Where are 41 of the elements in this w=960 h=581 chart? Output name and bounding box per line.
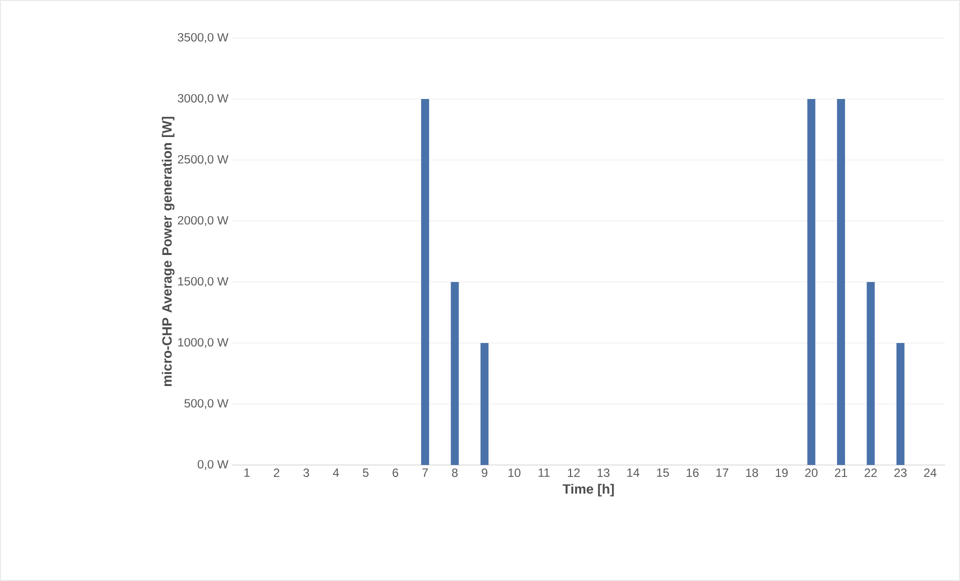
y-tick-label: 1500,0 W: [178, 277, 228, 287]
x-tick-label: 13: [598, 468, 610, 477]
y-axis-title: micro-CHP Average Power generation [W]: [162, 116, 174, 386]
bar: [837, 98, 846, 465]
x-tick-label: 6: [392, 468, 398, 477]
x-tick-label: 23: [894, 468, 907, 477]
x-tick-label: 18: [746, 468, 758, 477]
x-tick-label: 12: [568, 468, 580, 477]
x-tick-label: 7: [422, 468, 428, 477]
x-tick-label: 10: [508, 468, 520, 477]
x-tick-label: 24: [924, 468, 936, 477]
x-tick-label: 2: [274, 468, 280, 477]
bar: [421, 98, 430, 465]
x-tick-label: 16: [686, 468, 699, 477]
y-tick-label: 0,0 W: [198, 460, 228, 470]
x-tick-label: 8: [452, 468, 458, 477]
x-tick-label: 14: [627, 468, 640, 477]
x-tick-label: 22: [864, 468, 877, 477]
x-tick-label: 11: [538, 468, 550, 477]
x-tick-label: 15: [657, 468, 669, 477]
y-tick-label: 500,0 W: [184, 399, 228, 409]
bar: [450, 282, 459, 465]
bar: [807, 98, 816, 465]
bar: [866, 282, 875, 465]
x-tick-label: 4: [332, 468, 339, 477]
y-tick-label: 1000,0 W: [178, 338, 228, 348]
x-tick-label: 20: [805, 468, 818, 477]
y-tick-label: 3500,0 W: [178, 33, 228, 43]
bar: [480, 343, 489, 465]
y-tick-label: 3000,0 W: [178, 94, 228, 104]
x-axis-title: Time [h]: [562, 484, 614, 496]
x-tick-label: 19: [776, 468, 788, 477]
x-tick-label: 17: [716, 468, 728, 477]
x-tick-label: 3: [303, 468, 310, 477]
y-tick-label: 2000,0 W: [178, 216, 228, 226]
bar: [896, 343, 904, 465]
y-tick-label: 2500,0 W: [178, 155, 228, 165]
x-tick-label: 5: [362, 468, 369, 477]
x-tick-label: 9: [482, 468, 488, 477]
x-tick-label: 21: [834, 468, 848, 477]
x-tick-label: 1: [244, 468, 250, 477]
